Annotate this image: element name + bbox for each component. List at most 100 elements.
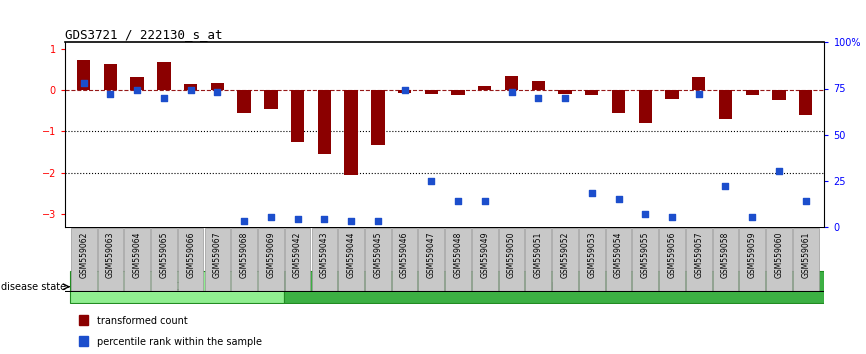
- Text: GSM559055: GSM559055: [641, 232, 650, 278]
- Bar: [397, 90, 411, 93]
- Point: [210, 89, 224, 95]
- Point: [638, 211, 652, 217]
- Text: GSM559068: GSM559068: [240, 232, 249, 278]
- Text: GSM559057: GSM559057: [695, 232, 703, 278]
- Point: [746, 215, 759, 220]
- FancyBboxPatch shape: [499, 228, 525, 291]
- Point: [237, 218, 251, 224]
- Bar: [131, 77, 144, 90]
- Bar: [559, 90, 572, 94]
- Text: GSM559058: GSM559058: [721, 232, 730, 278]
- Bar: [505, 75, 518, 90]
- FancyBboxPatch shape: [740, 228, 765, 291]
- Bar: [158, 62, 171, 90]
- Bar: [79, 336, 87, 346]
- FancyBboxPatch shape: [98, 228, 123, 291]
- Bar: [719, 90, 732, 119]
- Text: GSM559063: GSM559063: [106, 232, 115, 278]
- Text: GSM559056: GSM559056: [668, 232, 676, 278]
- FancyBboxPatch shape: [71, 228, 96, 291]
- Text: GSM559064: GSM559064: [132, 232, 142, 278]
- Point: [505, 89, 519, 95]
- FancyBboxPatch shape: [526, 228, 551, 291]
- Text: GSM559053: GSM559053: [587, 232, 597, 278]
- FancyBboxPatch shape: [793, 228, 818, 291]
- Text: GSM559052: GSM559052: [560, 232, 570, 278]
- Text: GSM559051: GSM559051: [533, 232, 543, 278]
- Bar: [665, 90, 679, 99]
- Text: GSM559047: GSM559047: [427, 232, 436, 278]
- FancyBboxPatch shape: [686, 228, 712, 291]
- FancyBboxPatch shape: [151, 228, 177, 291]
- Bar: [478, 86, 492, 90]
- Point: [692, 91, 706, 97]
- Text: GDS3721 / 222130_s_at: GDS3721 / 222130_s_at: [65, 28, 223, 41]
- Bar: [532, 81, 545, 90]
- FancyBboxPatch shape: [632, 228, 658, 291]
- Text: GSM559043: GSM559043: [320, 232, 329, 278]
- Bar: [612, 90, 625, 113]
- Text: percentile rank within the sample: percentile rank within the sample: [97, 337, 262, 347]
- Point: [585, 190, 598, 196]
- Bar: [104, 64, 117, 90]
- Text: GSM559066: GSM559066: [186, 232, 195, 278]
- Point: [130, 87, 144, 93]
- Bar: [746, 90, 759, 95]
- Text: GSM559042: GSM559042: [293, 232, 302, 278]
- Text: GSM559060: GSM559060: [774, 232, 784, 278]
- FancyBboxPatch shape: [312, 228, 337, 291]
- Point: [291, 216, 305, 222]
- Point: [103, 91, 117, 97]
- FancyBboxPatch shape: [125, 228, 150, 291]
- Point: [451, 198, 465, 204]
- Bar: [772, 90, 785, 101]
- Bar: [210, 82, 224, 90]
- FancyBboxPatch shape: [285, 228, 310, 291]
- FancyBboxPatch shape: [231, 228, 257, 291]
- Bar: [585, 90, 598, 95]
- Point: [558, 95, 572, 101]
- Text: transformed count: transformed count: [97, 316, 188, 326]
- Text: GSM559050: GSM559050: [507, 232, 516, 278]
- Text: GSM559046: GSM559046: [400, 232, 409, 278]
- Bar: [692, 77, 706, 90]
- Text: GSM559059: GSM559059: [747, 232, 757, 278]
- Bar: [451, 90, 465, 95]
- Bar: [237, 90, 251, 113]
- Text: pCR: pCR: [166, 282, 189, 292]
- Text: GSM559054: GSM559054: [614, 232, 623, 278]
- Point: [184, 87, 197, 93]
- Text: GSM559048: GSM559048: [454, 232, 462, 278]
- FancyBboxPatch shape: [766, 228, 792, 291]
- FancyBboxPatch shape: [391, 228, 417, 291]
- Bar: [799, 90, 812, 115]
- FancyBboxPatch shape: [365, 228, 391, 291]
- Point: [344, 218, 358, 224]
- Point: [611, 196, 625, 202]
- Point: [371, 218, 385, 224]
- FancyBboxPatch shape: [445, 228, 471, 291]
- Bar: [184, 84, 197, 90]
- Text: GSM559062: GSM559062: [79, 232, 88, 278]
- Bar: [638, 90, 652, 123]
- Text: disease state: disease state: [1, 282, 66, 292]
- Point: [665, 215, 679, 220]
- Point: [397, 87, 411, 93]
- FancyBboxPatch shape: [178, 228, 204, 291]
- FancyBboxPatch shape: [418, 228, 444, 291]
- Text: GSM559061: GSM559061: [801, 232, 811, 278]
- Text: pPR: pPR: [544, 282, 565, 292]
- Bar: [424, 90, 438, 94]
- FancyBboxPatch shape: [713, 228, 739, 291]
- Point: [157, 95, 171, 101]
- Point: [424, 178, 438, 183]
- Point: [77, 80, 91, 86]
- FancyBboxPatch shape: [258, 228, 284, 291]
- Text: GSM559045: GSM559045: [373, 232, 382, 278]
- Point: [532, 95, 546, 101]
- Point: [798, 198, 812, 204]
- FancyBboxPatch shape: [579, 228, 604, 291]
- Point: [264, 215, 278, 220]
- FancyBboxPatch shape: [204, 228, 230, 291]
- Text: GSM559049: GSM559049: [481, 232, 489, 278]
